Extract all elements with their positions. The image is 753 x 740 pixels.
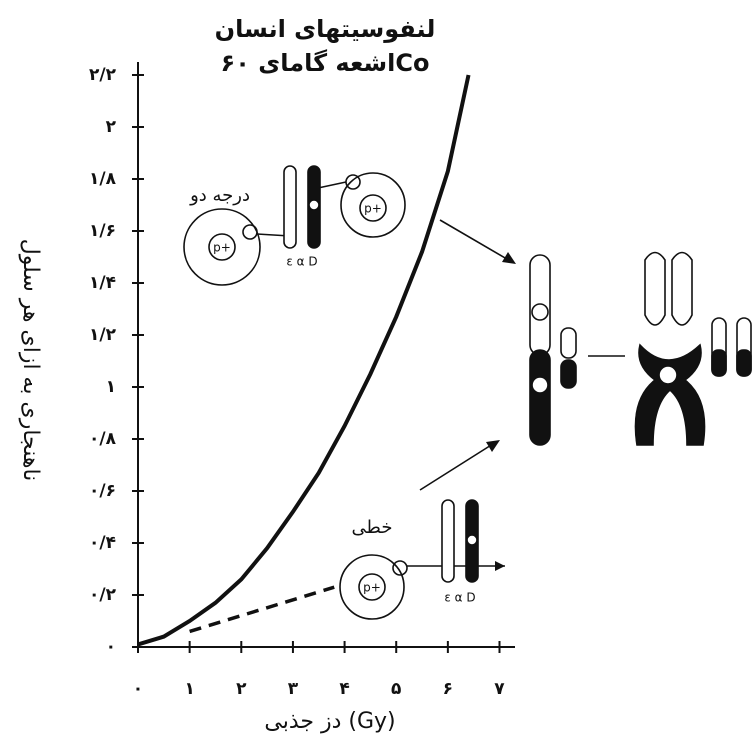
- pointer-arrow: [439, 219, 513, 263]
- electron-circle: [392, 560, 408, 576]
- annotation: p+: [363, 581, 381, 595]
- electron-circle: [242, 224, 258, 240]
- nucleus-circle: [359, 194, 387, 222]
- centromere: [531, 376, 549, 394]
- fragment: [711, 349, 727, 377]
- chromatid: [283, 165, 297, 249]
- chromosome: [529, 349, 551, 446]
- x-tick-label: ۱: [184, 679, 194, 699]
- y-tick-label: ۰: [106, 637, 116, 657]
- x-axis-label: دز جذبی (Gy): [264, 709, 395, 734]
- annotation: ε α D: [444, 591, 475, 605]
- y-tick-label: ۰/۴: [89, 533, 116, 553]
- y-tick-label: ۰/۲: [89, 585, 117, 605]
- aberration-diagram: [419, 219, 752, 491]
- quadratic-diagram: [183, 165, 406, 286]
- arrow-head: [502, 252, 516, 264]
- curve-line: [137, 74, 471, 647]
- arrow-head: [495, 561, 505, 571]
- annotation: p+: [213, 241, 231, 255]
- y-tick-label: ۰/۸: [89, 429, 117, 449]
- electron-circle: [345, 174, 361, 190]
- y-tick-label: ۱/۸: [89, 169, 117, 189]
- track-arrow: [317, 181, 347, 189]
- cell-circle: [339, 554, 405, 620]
- dicentric-bottom: [634, 343, 706, 446]
- x-tick-label: ۶: [443, 679, 453, 699]
- x-tick-label: ۴: [339, 679, 349, 699]
- y-tick-label: ۲: [106, 117, 117, 137]
- dashed-line: [189, 585, 335, 634]
- annotation: p+: [364, 202, 382, 216]
- x-tick-label: ۰: [133, 679, 143, 699]
- nucleus-circle: [358, 573, 386, 601]
- nucleus-circle: [208, 233, 236, 261]
- dicentric-top: [644, 251, 693, 326]
- centromere: [531, 303, 549, 321]
- arrow-head: [486, 440, 500, 452]
- chart-title: لنفوسیتهای انسان: [215, 15, 436, 43]
- fragment: [736, 349, 752, 377]
- y-tick-label: ۱/۶: [89, 221, 116, 241]
- chart-subtitle: اشعه گامای ۶۰Co: [221, 49, 430, 77]
- chromatid: [441, 499, 455, 583]
- centromere: [466, 534, 478, 546]
- y-axis-label: ناهنجاری به ازای هر سلول: [18, 239, 43, 482]
- x-tick-label: ۳: [288, 679, 299, 699]
- centromere: [658, 365, 678, 385]
- linear-diagram: [339, 499, 505, 620]
- y-tick-label: ۱/۲: [89, 325, 117, 345]
- fragment: [560, 327, 577, 359]
- x-tick-label: ۵: [391, 679, 401, 699]
- y-tick-label: ۱/۴: [89, 273, 116, 293]
- y-tick-label: ۱: [106, 377, 116, 397]
- cell-circle: [183, 208, 261, 286]
- annotation: خطی: [352, 517, 393, 538]
- annotation: ε α D: [286, 255, 317, 269]
- fragment: [560, 359, 577, 389]
- y-tick-label: ۰/۶: [89, 481, 116, 501]
- pointer-arrow: [419, 441, 497, 491]
- x-tick-label: ۷: [494, 679, 505, 699]
- cell-circle: [340, 172, 406, 238]
- annotation: درجه دو: [189, 185, 250, 206]
- x-tick-label: ۲: [236, 679, 247, 699]
- centromere: [308, 199, 320, 211]
- y-tick-label: ۲/۲: [89, 65, 117, 85]
